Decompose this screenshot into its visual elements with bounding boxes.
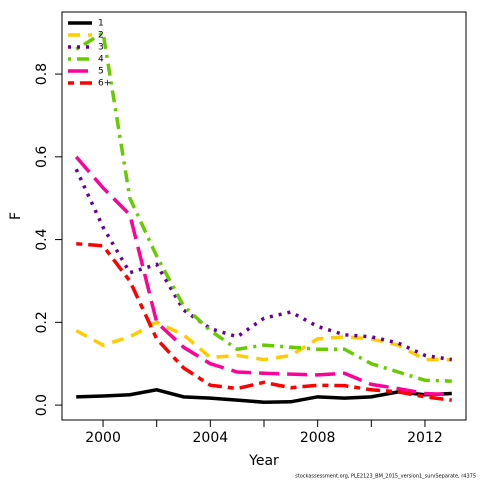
legend-label: 2 bbox=[98, 31, 104, 41]
series-line bbox=[75, 29, 452, 383]
legend-label: 4 bbox=[98, 55, 104, 65]
x-axis-label: Year bbox=[248, 453, 279, 469]
x-tick-label: 2000 bbox=[85, 430, 121, 446]
y-tick-label: 0.6 bbox=[34, 146, 50, 168]
y-tick-label: 0.8 bbox=[34, 63, 50, 85]
x-tick-label: 2004 bbox=[193, 430, 229, 446]
x-tick-label: 2008 bbox=[300, 430, 336, 446]
y-tick-label: 0.2 bbox=[34, 311, 50, 333]
footnote: stockassessment.org, PLE2123_BM_2015_ver… bbox=[295, 474, 476, 480]
y-tick-label: 0.4 bbox=[34, 228, 50, 250]
y-tick-label: 0.0 bbox=[34, 394, 50, 416]
series-line bbox=[74, 155, 452, 397]
legend-label: 1 bbox=[98, 19, 104, 29]
series-line bbox=[76, 388, 452, 404]
legend-label: 5 bbox=[98, 67, 104, 77]
series-line bbox=[76, 241, 452, 402]
series-line bbox=[74, 168, 453, 362]
series-line bbox=[75, 320, 452, 362]
legend-label: 6+ bbox=[98, 79, 111, 89]
y-axis-label: F bbox=[8, 212, 24, 220]
legend-label: 3 bbox=[98, 43, 104, 53]
x-tick-label: 2012 bbox=[407, 430, 443, 446]
